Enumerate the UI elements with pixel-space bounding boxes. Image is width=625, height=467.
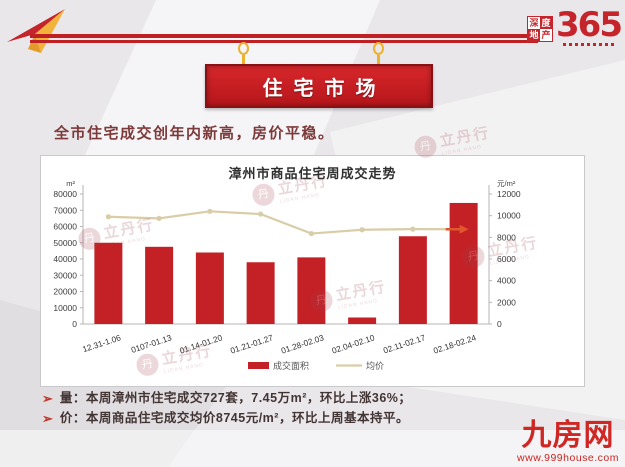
svg-text:0107-01.13: 0107-01.13	[130, 332, 173, 355]
svg-text:50000: 50000	[53, 238, 77, 248]
bullet-arrow-icon: ➢	[42, 391, 53, 406]
svg-text:成交面积: 成交面积	[273, 360, 309, 371]
svg-text:8000: 8000	[497, 232, 516, 242]
bullet-volume-text: 量：本周漳州市住宅成交727套，7.45万m²，环比上涨36%；	[59, 391, 412, 405]
svg-text:01.28-02.03: 01.28-02.03	[280, 332, 326, 355]
bullet-arrow-icon: ➢	[42, 411, 53, 426]
svg-text:01.21-01.27: 01.21-01.27	[229, 332, 275, 355]
svg-text:元/m²: 元/m²	[497, 180, 516, 188]
svg-text:m²: m²	[66, 180, 75, 188]
svg-text:0: 0	[497, 319, 502, 329]
brand-logo: 深 度 地 产 365	[527, 5, 623, 46]
brand-logo-tagline-decoration	[562, 43, 615, 46]
brand-logo-char: 地	[528, 29, 541, 41]
summary-bullets: ➢ 量：本周漳州市住宅成交727套，7.45万m²，环比上涨36%； ➢ 价：本…	[42, 390, 411, 430]
headline: 全市住宅成交创年内新高，房价平稳。	[54, 126, 335, 142]
svg-text:12000: 12000	[497, 189, 521, 199]
svg-text:20000: 20000	[53, 287, 77, 297]
svg-text:4000: 4000	[497, 276, 516, 286]
brand-logo-365: 365	[556, 5, 623, 45]
svg-text:02.04-02.10: 02.04-02.10	[331, 332, 377, 355]
brand-logo-char: 产	[540, 29, 553, 41]
top-divider-line	[30, 34, 538, 43]
svg-text:0: 0	[72, 319, 77, 329]
svg-text:02.11-02.17: 02.11-02.17	[382, 332, 427, 355]
banner-sign: 住宅市场	[205, 64, 433, 108]
rope-right-icon	[372, 42, 384, 68]
svg-text:6000: 6000	[497, 254, 516, 264]
svg-text:01.14-01.20: 01.14-01.20	[178, 332, 224, 355]
svg-text:02.18-02.24: 02.18-02.24	[432, 332, 478, 355]
weekly-transaction-chart: 0100002000030000400005000060000700008000…	[53, 180, 521, 371]
brand-logo-char: 度	[540, 17, 553, 29]
svg-text:70000: 70000	[53, 205, 77, 215]
svg-text:均价: 均价	[366, 360, 384, 371]
svg-text:12.31-1.06: 12.31-1.06	[81, 332, 122, 354]
svg-text:2000: 2000	[497, 297, 516, 307]
paper-plane-icon	[7, 9, 65, 53]
svg-text:30000: 30000	[53, 270, 77, 280]
brand-logo-char: 深	[528, 17, 541, 29]
chart-title: 漳州市商品住宅周成交走势	[228, 166, 397, 181]
svg-text:60000: 60000	[53, 222, 77, 232]
svg-text:80000: 80000	[53, 189, 77, 199]
bullet-volume: ➢ 量：本周漳州市住宅成交727套，7.45万m²，环比上涨36%；	[42, 390, 411, 407]
rope-left-icon	[237, 42, 249, 68]
bullet-price-text: 价：本周商品住宅成交均价8745元/m²，环比上周基本持平。	[59, 411, 409, 425]
chart-panel: 漳州市商品住宅周成交走势 0 10000 20000 30000 40000 50000 6…	[40, 155, 585, 387]
svg-text:40000: 40000	[53, 254, 77, 264]
svg-text:10000: 10000	[53, 303, 77, 313]
page-title: 住宅市场	[262, 77, 387, 100]
brand-logo-block: 深 度 地 产	[527, 16, 554, 42]
site-logo: 九房网 www.999house.com	[517, 419, 619, 465]
site-name: 九房网	[521, 419, 615, 452]
bullet-price: ➢ 价：本周商品住宅成交均价8745元/m²，环比上周基本持平。	[42, 410, 411, 427]
svg-text:10000: 10000	[497, 211, 521, 221]
site-url: www.999house.com	[517, 452, 619, 464]
